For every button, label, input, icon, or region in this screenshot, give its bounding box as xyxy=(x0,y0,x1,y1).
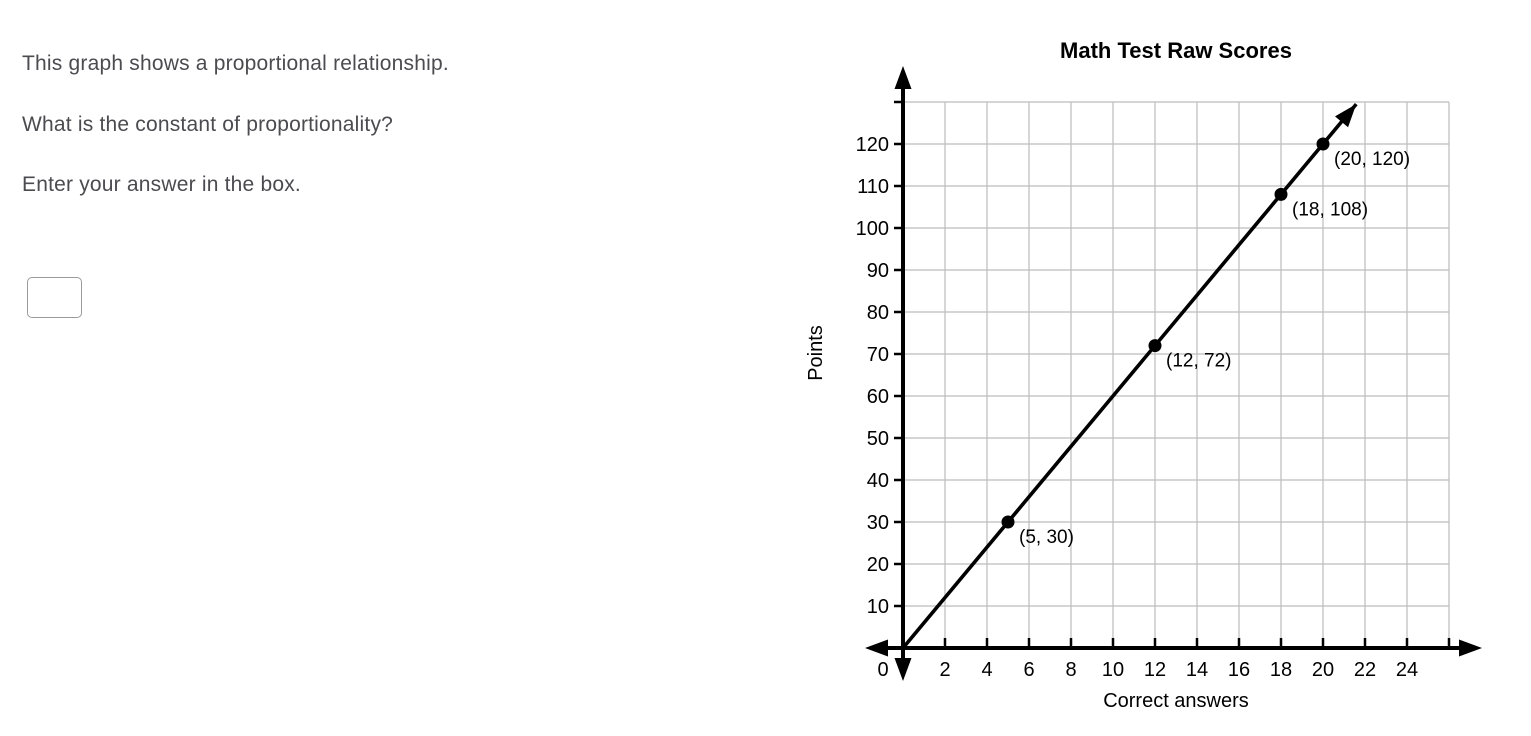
y-tick-label: 80 xyxy=(867,302,889,324)
y-tick-label: 100 xyxy=(856,218,889,240)
y-tick-label: 40 xyxy=(867,470,889,492)
y-axis-label: Points xyxy=(805,325,827,381)
y-tick-label: 90 xyxy=(867,260,889,282)
data-point-label: (20, 120) xyxy=(1334,149,1410,170)
x-tick-label: 8 xyxy=(1065,659,1076,681)
x-tick-label: 6 xyxy=(1023,659,1034,681)
x-axis-label: Correct answers xyxy=(1103,690,1249,712)
question-line-1: This graph shows a proportional relation… xyxy=(22,52,449,75)
data-point-label: (12, 72) xyxy=(1166,351,1231,372)
y-axis-bottom-arrow-icon xyxy=(894,658,912,681)
question-line-2: What is the constant of proportionality? xyxy=(22,113,394,136)
x-axis-left-arrow-icon xyxy=(865,639,888,657)
data-point xyxy=(1274,187,1288,201)
origin-label: 0 xyxy=(877,659,888,681)
y-tick-label: 120 xyxy=(856,134,889,156)
data-point xyxy=(1316,137,1330,151)
data-point-label: (5, 30) xyxy=(1019,527,1074,548)
x-tick-label: 18 xyxy=(1270,659,1292,681)
x-tick-label: 20 xyxy=(1312,659,1334,681)
y-tick-label: 70 xyxy=(867,344,889,366)
data-point xyxy=(1001,515,1015,529)
data-point xyxy=(1148,339,1162,353)
x-tick-label: 4 xyxy=(981,659,992,681)
x-tick-label: 14 xyxy=(1186,659,1208,681)
y-tick-label: 30 xyxy=(867,512,889,534)
x-tick-label: 12 xyxy=(1144,659,1166,681)
y-axis-top-arrow-icon xyxy=(894,66,912,89)
x-tick-label: 24 xyxy=(1396,659,1418,681)
chart-title: Math Test Raw Scores xyxy=(1060,38,1292,63)
answer-input[interactable] xyxy=(27,277,82,318)
x-tick-label: 22 xyxy=(1354,659,1376,681)
x-axis-right-arrow-icon xyxy=(1459,639,1482,657)
question-line-3: Enter your answer in the box. xyxy=(22,173,301,196)
data-line-arrow-icon xyxy=(1334,104,1357,128)
y-tick-label: 50 xyxy=(867,428,889,450)
y-tick-label: 60 xyxy=(867,386,889,408)
x-tick-label: 10 xyxy=(1102,659,1124,681)
data-point-label: (18, 108) xyxy=(1292,199,1368,220)
y-tick-label: 10 xyxy=(867,596,889,618)
chart-svg: (5, 30)(12, 72)(18, 108)(20, 120)1020304… xyxy=(805,38,1482,712)
x-tick-label: 16 xyxy=(1228,659,1250,681)
y-tick-label: 110 xyxy=(857,176,889,198)
y-tick-label: 20 xyxy=(867,554,889,576)
x-tick-label: 2 xyxy=(939,659,950,681)
